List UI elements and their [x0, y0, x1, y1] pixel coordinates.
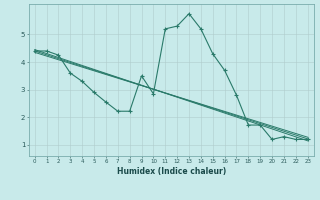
X-axis label: Humidex (Indice chaleur): Humidex (Indice chaleur)	[116, 167, 226, 176]
